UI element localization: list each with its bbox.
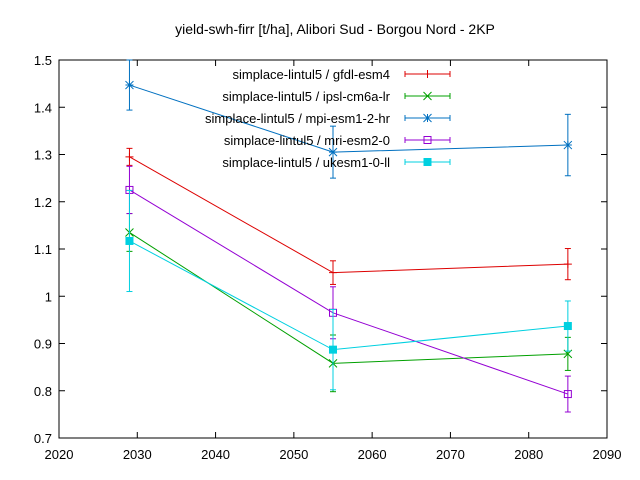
data-point: [423, 158, 432, 166]
y-tick-label: 0.9: [34, 337, 52, 352]
x-tick-label: 2040: [201, 447, 230, 462]
series-line: [129, 240, 568, 351]
x-tick-label: 2050: [279, 447, 308, 462]
legend-item-3: simplace-lintul5 / mri-esm2-0: [224, 133, 451, 148]
y-tick-label: 1.5: [34, 53, 52, 68]
data-point: [125, 152, 134, 161]
legend-label: simplace-lintul5 / ukesm1-0-ll: [222, 155, 390, 170]
series-3: [125, 165, 572, 413]
data-point: [125, 80, 134, 90]
legend-item-0: simplace-lintul5 / gfdl-esm4: [232, 67, 451, 82]
data-point: [423, 70, 432, 78]
series-line: [129, 189, 569, 395]
data-point: [563, 390, 572, 399]
series-4: [125, 189, 572, 391]
data-point: [125, 236, 134, 245]
y-tick-label: 0.7: [34, 431, 52, 446]
series-layer: [125, 59, 573, 413]
x-tick-label: 2030: [123, 447, 152, 462]
legend-label: simplace-lintul5 / gfdl-esm4: [232, 67, 390, 82]
data-point: [563, 322, 572, 331]
series-line: [129, 232, 568, 364]
legend-label: simplace-lintul5 / mri-esm2-0: [224, 133, 390, 148]
x-tick-label: 2070: [436, 447, 465, 462]
legend-item-4: simplace-lintul5 / ukesm1-0-ll: [222, 155, 451, 170]
series-2: [125, 59, 573, 179]
y-tick-label: 1: [45, 289, 52, 304]
legend-item-1: simplace-lintul5 / ipsl-cm6a-lr: [222, 89, 451, 104]
data-point: [329, 345, 337, 354]
legend-label: simplace-lintul5 / mpi-esm1-2-hr: [205, 111, 391, 126]
series-1: [125, 213, 573, 393]
data-point: [423, 91, 432, 101]
y-tick-label: 1.2: [34, 195, 52, 210]
x-tick-label: 2020: [45, 447, 74, 462]
chart-title: yield-swh-firr [t/ha], Alibori Sud - Bor…: [175, 21, 495, 37]
series-line: [129, 156, 568, 274]
x-tick-label: 2090: [593, 447, 622, 462]
legend-label: simplace-lintul5 / ipsl-cm6a-lr: [222, 89, 390, 104]
data-point: [328, 147, 338, 157]
data-point: [563, 140, 573, 150]
axis-ticks: 2020 2030 2040 2050 2060 2070 2080 2090 0.7 0.8 0.…: [34, 53, 622, 462]
data-point: [563, 260, 572, 269]
legend: simplace-lintul5 / gfdl-esm4 simplace-lin…: [205, 67, 451, 170]
legend-item-2: simplace-lintul5 / mpi-esm1-2-hr: [205, 111, 451, 126]
x-tick-label: 2080: [514, 447, 543, 462]
data-point: [329, 268, 337, 277]
data-point: [423, 136, 432, 144]
x-tick-label: 2060: [358, 447, 387, 462]
y-tick-label: 0.8: [34, 384, 52, 399]
y-tick-label: 1.4: [34, 100, 52, 115]
data-point: [423, 113, 432, 123]
y-tick-label: 1.1: [34, 242, 52, 257]
series-0: [125, 147, 572, 285]
y-tick-label: 1.3: [34, 148, 52, 163]
